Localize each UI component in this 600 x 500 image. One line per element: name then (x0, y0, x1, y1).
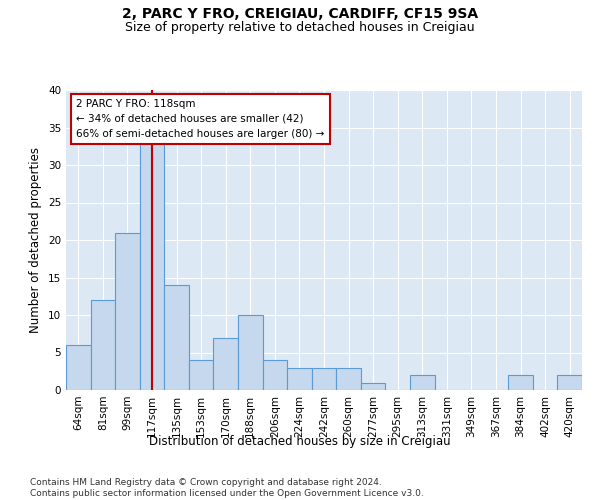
Text: Distribution of detached houses by size in Creigiau: Distribution of detached houses by size … (149, 435, 451, 448)
Bar (557, 375, 582, 390)
Text: Size of property relative to detached houses in Creigiau: Size of property relative to detached ho… (125, 21, 475, 34)
Bar (361, 382, 385, 390)
Bar (287, 368, 312, 390)
Bar (263, 360, 287, 390)
Text: 2 PARC Y FRO: 118sqm
← 34% of detached houses are smaller (42)
66% of semi-detac: 2 PARC Y FRO: 118sqm ← 34% of detached h… (76, 99, 325, 138)
Text: 2, PARC Y FRO, CREIGIAU, CARDIFF, CF15 9SA: 2, PARC Y FRO, CREIGIAU, CARDIFF, CF15 9… (122, 8, 478, 22)
Bar (410, 375, 434, 390)
Bar (115, 232, 140, 390)
Bar (336, 368, 361, 390)
Bar (66, 345, 91, 390)
Bar (189, 360, 214, 390)
Text: Contains HM Land Registry data © Crown copyright and database right 2024.
Contai: Contains HM Land Registry data © Crown c… (30, 478, 424, 498)
Bar (508, 375, 533, 390)
Bar (164, 285, 189, 390)
Bar (214, 338, 238, 390)
Bar (238, 315, 263, 390)
Bar (312, 368, 336, 390)
Bar (140, 142, 164, 390)
Y-axis label: Number of detached properties: Number of detached properties (29, 147, 43, 333)
Bar (91, 300, 115, 390)
